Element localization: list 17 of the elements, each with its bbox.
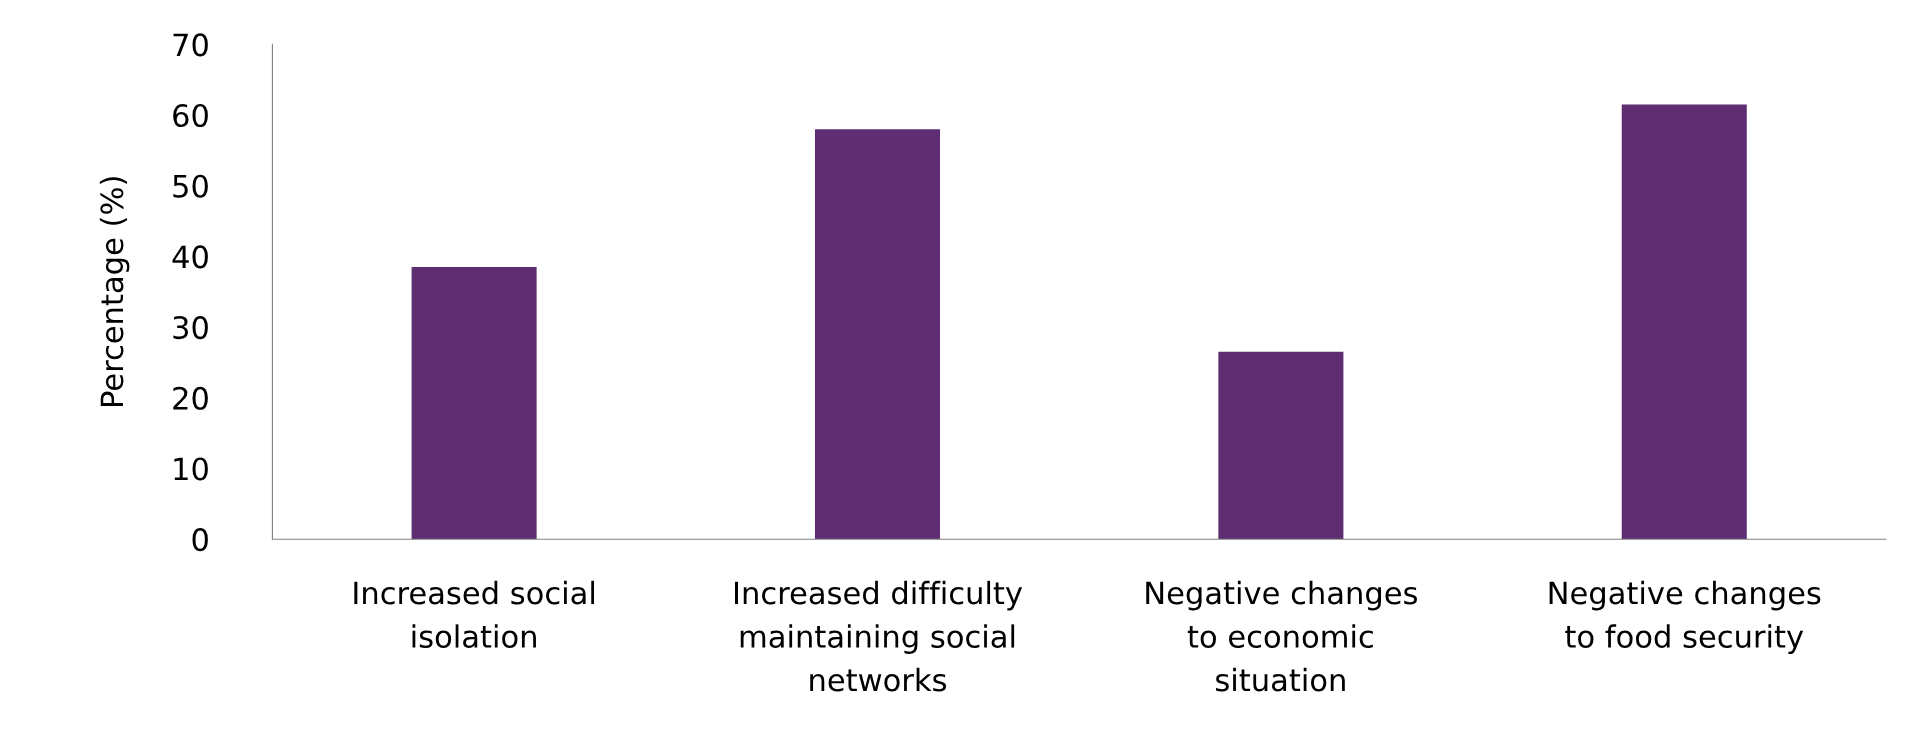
y-tick-label: 70 (173, 33, 208, 57)
y-tick-label: 30 (173, 316, 208, 340)
x-tick-label: Increased difficulty maintaining social networks (734, 580, 1023, 692)
bar (411, 267, 537, 540)
x-tick-label: Negative changes to economic situation (1146, 580, 1417, 692)
x-tick-label: Negative changes to food security (1549, 580, 1821, 654)
y-tick-label: 50 (173, 174, 208, 198)
y-tick-label: 10 (174, 457, 208, 481)
y-tick-label: 0 (192, 528, 208, 552)
bar (814, 129, 941, 540)
y-axis-title: Percentage (%) (99, 177, 130, 406)
bar (1218, 351, 1344, 540)
y-tick-label: 20 (173, 386, 208, 410)
y-tick-label: 60 (173, 103, 208, 128)
x-tick-label: Increased social isolation (354, 580, 594, 649)
y-tick-label: 40 (172, 245, 208, 269)
bar (1621, 104, 1747, 540)
